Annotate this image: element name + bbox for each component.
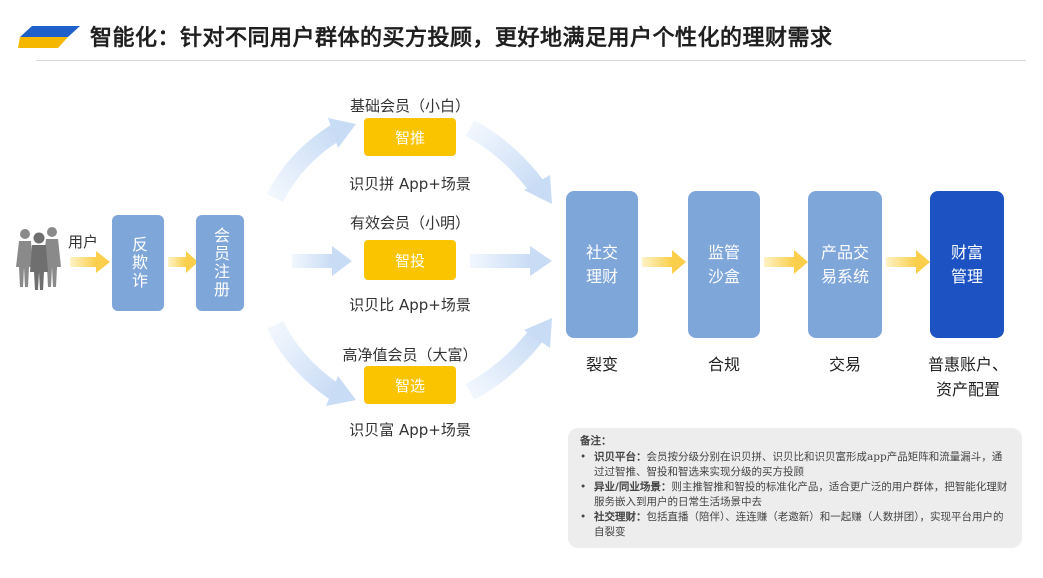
tier-effective-scene-label: 识贝比 App+场景 [349, 296, 471, 314]
stage-caption-wealth: 普惠账户、 资产配置 [927, 355, 1008, 399]
note-item-text: 则主推智推和智投的标准化产品，适合更广泛的用户群体，把智能化理财服务嵌入到用户的… [594, 481, 1008, 508]
member-register-label: 会员注册 [211, 227, 230, 299]
arrow-user-to-antifraud [70, 251, 110, 273]
note-item-text: 包括直播（陪伴）、连连赚（老邀新）和一起赚（人数拼团），实现平台用户的自裂变 [594, 511, 1004, 538]
tier-effective-tool-button: 智投 [364, 240, 456, 280]
product-trading-box: 产品交 易系统 [808, 191, 882, 338]
member-register-box: 会员注册 [196, 215, 244, 311]
note-item-heading: 社交理财： [594, 511, 647, 523]
arrow-trading-to-wealth [886, 250, 930, 274]
regulatory-sandbox-box: 监管 沙盒 [688, 191, 760, 338]
note-item-text: 会员按分级分别在识贝拼、识贝比和识贝富形成app产品矩阵和流量漏斗，通过过智推、… [594, 451, 1003, 478]
arrow-register-to-mid [292, 246, 352, 276]
tier-basic-scene-label: 识贝拼 App+场景 [349, 175, 471, 193]
stage-caption-trading: 交易 [828, 355, 861, 374]
anti-fraud-box: 反欺诈 [112, 215, 164, 311]
arrow-register-to-top [266, 118, 356, 203]
arrow-social-to-sandbox [642, 250, 686, 274]
arrow-register-to-bottom [266, 320, 356, 406]
logo-icon [18, 26, 80, 48]
arrow-top-to-social [465, 120, 552, 204]
tier-hnw-member-label: 高净值会员（大富） [342, 346, 478, 364]
social-finance-box: 社交 理财 [566, 191, 638, 338]
anti-fraud-label: 反欺诈 [129, 236, 148, 290]
arrow-sandbox-to-trading [764, 250, 808, 274]
stage-caption-fission: 裂变 [585, 355, 618, 374]
tier-basic-tool-button: 智推 [364, 118, 456, 156]
note-item: • 识贝平台：会员按分级分别在识贝拼、识贝比和识贝富形成app产品矩阵和流量漏斗… [580, 450, 1012, 480]
arrow-mid-to-social [470, 246, 552, 276]
users-icon [16, 227, 61, 290]
note-item: • 异业/同业场景：则主推智推和智投的标准化产品，适合更广泛的用户群体，把智能化… [580, 480, 1012, 510]
notes-panel: 备注： • 识贝平台：会员按分级分别在识贝拼、识贝比和识贝富形成app产品矩阵和… [568, 428, 1022, 548]
title-divider [36, 60, 1026, 61]
tier-effective-member-label: 有效会员（小明） [349, 214, 470, 232]
bullet-icon: • [580, 481, 587, 493]
stage-caption-compliance: 合规 [707, 355, 740, 374]
bullet-icon: • [580, 511, 587, 523]
wealth-management-box: 财富 管理 [930, 191, 1004, 338]
tier-hnw-scene-label: 识贝富 App+场景 [349, 421, 471, 439]
user-label: 用户 [68, 233, 99, 251]
tier-hnw-tool-button: 智选 [364, 366, 456, 404]
arrow-bottom-to-social [465, 318, 552, 400]
arrow-antifraud-to-register [168, 251, 198, 273]
notes-title: 备注： [580, 435, 612, 447]
bullet-icon: • [580, 451, 587, 463]
tier-basic-member-label: 基础会员（小白） [349, 97, 470, 115]
page-title: 智能化：针对不同用户群体的买方投顾，更好地满足用户个性化的理财需求 [90, 26, 833, 51]
note-item: • 社交理财：包括直播（陪伴）、连连赚（老邀新）和一起赚（人数拼团），实现平台用… [580, 510, 1012, 540]
note-item-heading: 异业/同业场景： [594, 481, 672, 493]
note-item-heading: 识贝平台： [594, 451, 647, 463]
